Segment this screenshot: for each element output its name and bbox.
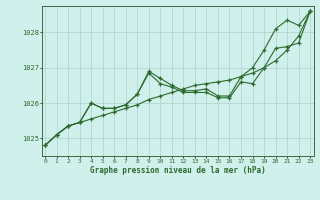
- X-axis label: Graphe pression niveau de la mer (hPa): Graphe pression niveau de la mer (hPa): [90, 166, 266, 175]
